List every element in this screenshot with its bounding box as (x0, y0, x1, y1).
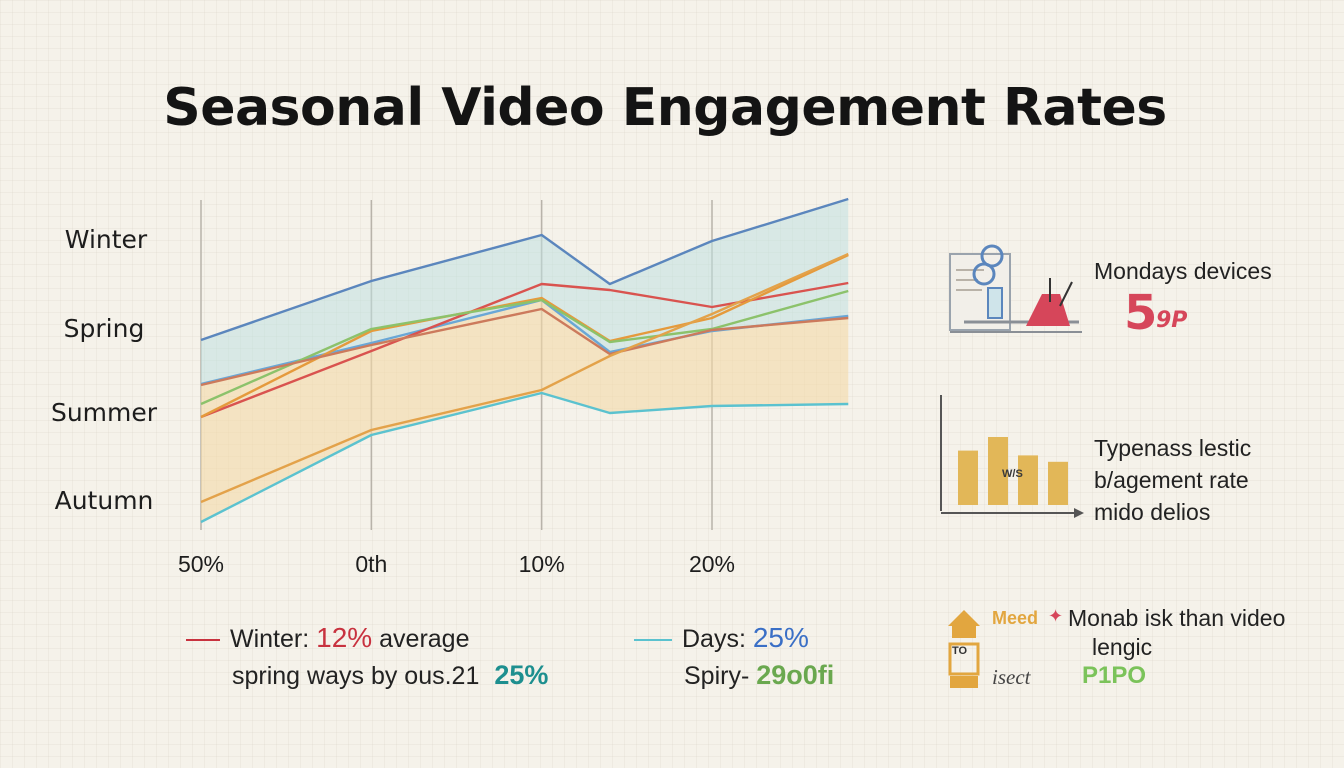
x-tick-label: 0th (355, 551, 387, 577)
sparkle-icon: ✦ (1048, 606, 1064, 626)
legend-suffix: average (379, 625, 470, 653)
house-icon (948, 610, 980, 688)
category-label: Winter (65, 225, 148, 254)
chart-lines (200, 197, 849, 524)
category-label: Autumn (55, 486, 154, 515)
mini-bars (958, 437, 1068, 505)
legend-spiry: Spiry- 29o0fi (684, 660, 834, 691)
series-line-0 (200, 197, 849, 342)
legend-label: Winter: (230, 625, 310, 653)
legend-label: Spiry- (684, 662, 750, 690)
legend-value: 25% (752, 622, 809, 653)
panel1-value-suffix: 9P (1156, 308, 1188, 333)
x-tick-label: 20% (689, 551, 735, 577)
category-label: Summer (51, 398, 158, 427)
mini-bar (1048, 461, 1068, 505)
panel2-line: mido delios (1094, 499, 1211, 525)
panel1-value: 5 (1124, 285, 1158, 341)
legend-spring: spring ways by ous.21 25% (232, 660, 548, 691)
desk-user-icon (949, 244, 1082, 333)
mini-bar-chart: W/S (940, 395, 1084, 518)
arrow-icon (1074, 508, 1084, 518)
legend-days: Days: 25% (634, 622, 809, 654)
category-label: Spring (64, 314, 145, 343)
series-line-6 (200, 252, 849, 504)
series-line-5 (200, 307, 849, 387)
mini-bar-label: W/S (1002, 468, 1023, 480)
legend-label: Days: (682, 625, 746, 653)
panel2-line: b/agement rate (1094, 467, 1249, 493)
legend-swatch (634, 639, 672, 642)
mini-bar (1018, 455, 1038, 505)
panel1-label: Mondays devices (1094, 258, 1272, 284)
x-tick-labels: 50% 0th 10% 20% (178, 551, 735, 577)
legend-swatch (186, 639, 220, 642)
panel3-text-line1: Monab isk than video (1068, 605, 1286, 631)
panel3-label-left: Meed (992, 608, 1039, 628)
series-line-7 (200, 391, 849, 524)
panel3-icon-label: TO (952, 645, 968, 657)
legend-value: 25% (494, 660, 549, 690)
series-line-4 (200, 289, 849, 406)
panel3-bottom-left: isect (992, 665, 1031, 689)
panel2-text: Typenass lestic b/agement rate mido deli… (1094, 432, 1251, 528)
panel3-text-line2: lengic (1092, 634, 1153, 660)
mini-bar (958, 450, 978, 505)
category-labels: Winter Spring Summer Autumn (51, 225, 158, 515)
panel2-line: Typenass lestic (1094, 435, 1252, 461)
legend-winter: Winter: 12% average (186, 622, 470, 654)
series-line-3 (200, 253, 849, 419)
legend-value: 29o0fi (756, 660, 835, 690)
chart-title: Seasonal Video Engagement Rates (163, 78, 1167, 138)
x-tick-label: 50% (178, 551, 224, 577)
line-chart: Winter Spring Summer Autumn 50% 0th 10% 20% (51, 197, 849, 577)
legend-value: 12% (316, 622, 373, 653)
legend-label: spring ways by ous.21 (232, 662, 480, 690)
x-tick-label: 10% (519, 551, 565, 577)
panel3-bottom-right: P1PO (1082, 662, 1147, 689)
mini-bar (988, 437, 1008, 505)
